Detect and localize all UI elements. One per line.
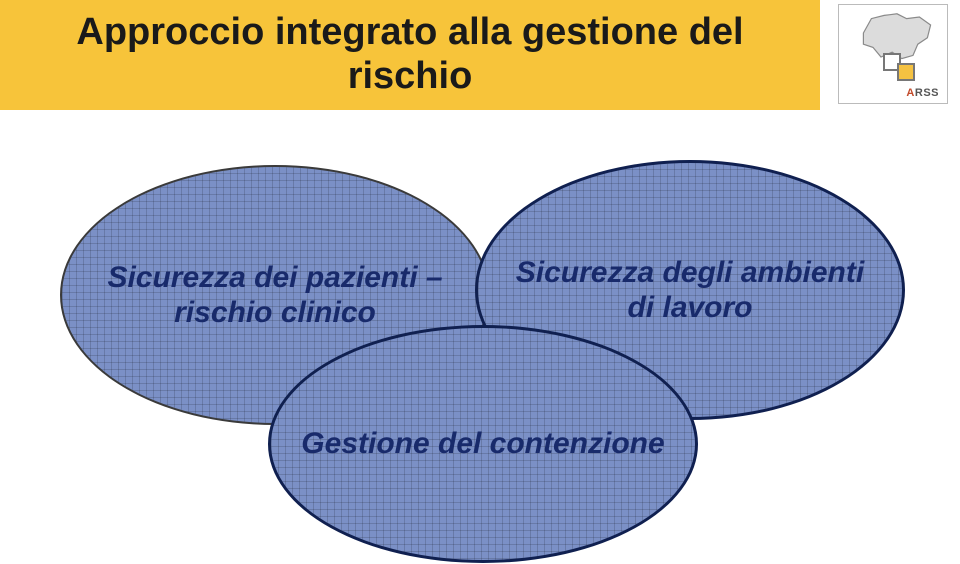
ellipse-right-label: Sicurezza degli ambienti di lavoro	[478, 255, 902, 326]
logo-squares-icon	[883, 53, 923, 85]
ellipse-bottom-label: Gestione del contenzione	[277, 426, 688, 461]
ellipse-left-label: Sicurezza dei pazienti – rischio clinico	[62, 260, 488, 331]
ellipse-litigation-management: Gestione del contenzione	[268, 325, 698, 563]
slide: Approccio integrato alla gestione del ri…	[0, 0, 960, 564]
slide-title: Approccio integrato alla gestione del ri…	[0, 11, 820, 98]
title-banner: Approccio integrato alla gestione del ri…	[0, 0, 820, 110]
logo-label: ARSS	[906, 87, 939, 99]
logo-box: ARSS	[838, 4, 948, 104]
venn-diagram: Sicurezza dei pazienti – rischio clinico…	[0, 110, 960, 564]
